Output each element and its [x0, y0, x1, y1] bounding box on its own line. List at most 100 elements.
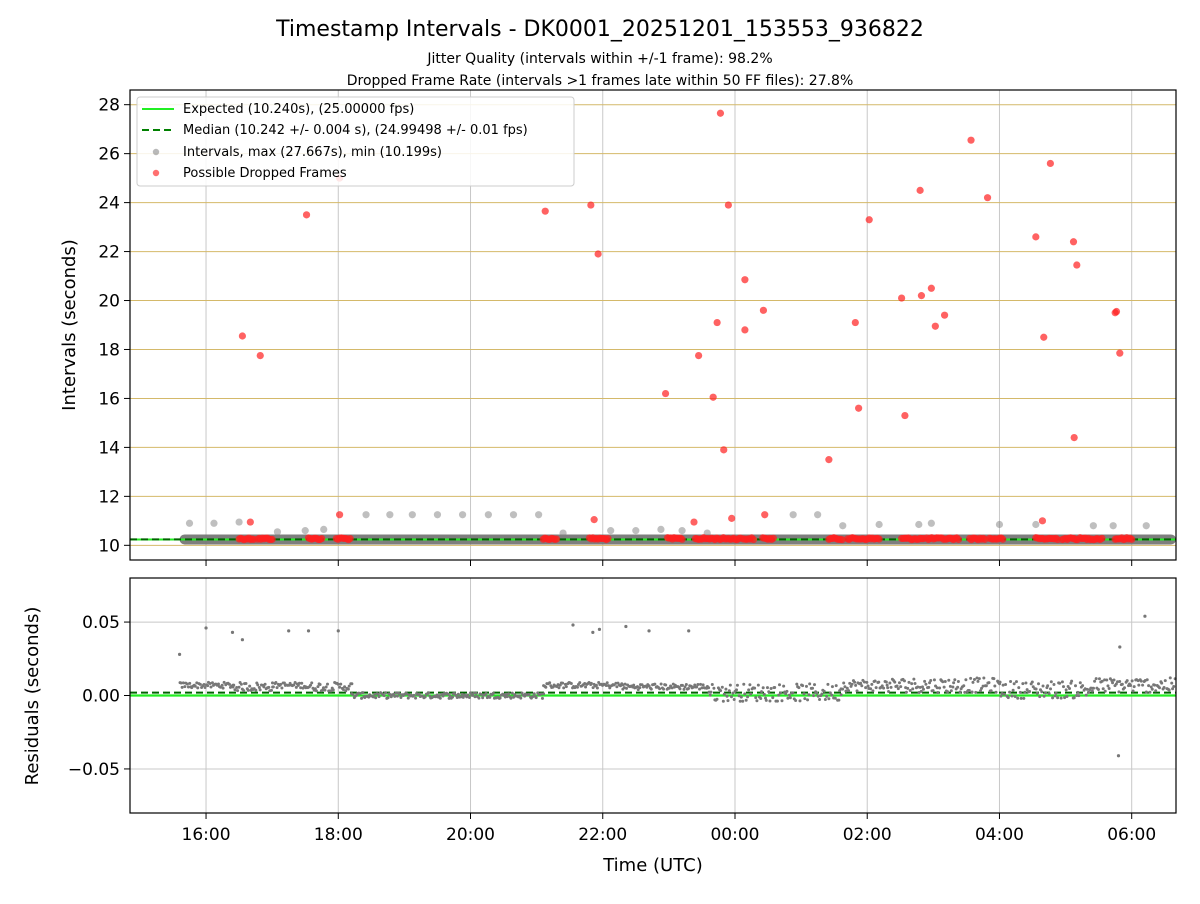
- residual-point: [1040, 690, 1043, 693]
- residual-point: [951, 686, 954, 689]
- residual-point: [730, 695, 733, 698]
- residual-point: [716, 698, 719, 701]
- residual-point: [519, 697, 522, 700]
- residual-point: [232, 684, 235, 687]
- residual-point: [777, 694, 780, 697]
- residual-point: [1042, 685, 1045, 688]
- residual-point: [985, 684, 988, 687]
- residual-point: [1079, 681, 1082, 684]
- residual-point: [248, 685, 251, 688]
- residual-point: [1091, 690, 1094, 693]
- residual-point: [909, 689, 912, 692]
- residual-point: [1043, 695, 1046, 698]
- residual-point: [1009, 680, 1012, 683]
- residual-point: [1092, 687, 1095, 690]
- residual-point: [412, 694, 415, 697]
- residual-point: [1003, 693, 1006, 696]
- chart-subtitle-jitter: Jitter Quality (intervals within +/-1 fr…: [426, 51, 772, 67]
- dropped-point: [1040, 334, 1047, 341]
- residual-point: [383, 694, 386, 697]
- dropped-point: [761, 511, 768, 518]
- residual-point: [823, 690, 826, 693]
- residual-point: [1154, 689, 1157, 692]
- residual-point: [1137, 684, 1140, 687]
- residual-point: [240, 683, 243, 686]
- residual-point: [270, 689, 273, 692]
- interval-point: [607, 527, 614, 534]
- residual-point: [1170, 682, 1173, 685]
- residual-point: [396, 695, 399, 698]
- residual-point: [247, 689, 250, 692]
- residual-point: [590, 682, 593, 685]
- residual-point: [770, 687, 773, 690]
- residual-point: [773, 686, 776, 689]
- residual-point: [1105, 679, 1108, 682]
- residual-point: [1023, 691, 1026, 694]
- residual-point: [1121, 683, 1124, 686]
- residual-point: [724, 688, 727, 691]
- residual-point: [276, 686, 279, 689]
- residual-point: [1146, 678, 1149, 681]
- dropped-point: [932, 323, 939, 330]
- residual-point: [760, 690, 763, 693]
- interval-point: [814, 511, 821, 518]
- dropped-point: [247, 518, 254, 525]
- residual-point: [854, 684, 857, 687]
- top-y-axis-label: Intervals (seconds): [59, 239, 80, 411]
- dropped-cluster-point: [770, 535, 777, 542]
- interval-point: [535, 511, 542, 518]
- dropped-point: [917, 187, 924, 194]
- residual-point: [803, 697, 806, 700]
- residual-point: [596, 686, 599, 689]
- residual-point: [957, 680, 960, 683]
- residual-point: [264, 683, 267, 686]
- residual-point: [194, 685, 197, 688]
- residual-point: [438, 694, 441, 697]
- residual-point: [789, 696, 792, 699]
- residual-point: [1058, 682, 1061, 685]
- residual-point: [541, 697, 544, 700]
- residual-point: [1022, 697, 1025, 700]
- residual-point: [632, 684, 635, 687]
- residual-point: [743, 692, 746, 695]
- residual-point: [439, 697, 442, 700]
- residual-point: [1172, 685, 1175, 688]
- residual-point: [765, 699, 768, 702]
- residual-point: [905, 691, 908, 694]
- residual-outlier-point: [647, 629, 650, 632]
- dropped-point: [866, 216, 873, 223]
- residual-point: [1087, 691, 1090, 694]
- residual-point: [993, 685, 996, 688]
- residual-point: [414, 697, 417, 700]
- interval-point: [434, 511, 441, 518]
- dropped-cluster-point: [955, 536, 962, 543]
- residual-point: [801, 684, 804, 687]
- residual-point: [576, 686, 579, 689]
- residual-point: [183, 685, 186, 688]
- residual-point: [1013, 682, 1016, 685]
- residual-point: [1051, 696, 1054, 699]
- residual-point: [204, 686, 207, 689]
- residual-point: [1132, 690, 1135, 693]
- residual-point: [780, 699, 783, 702]
- residual-point: [1028, 690, 1031, 693]
- legend-intervals-label: Intervals, max (27.667s), min (10.199s): [183, 145, 442, 160]
- residual-point: [1035, 688, 1038, 691]
- x-tick-label: 22:00: [578, 825, 627, 845]
- residual-outlier-point: [241, 638, 244, 641]
- residual-point: [860, 684, 863, 687]
- residual-point: [1148, 691, 1151, 694]
- residual-point: [841, 688, 844, 691]
- residual-point: [1004, 683, 1007, 686]
- residual-point: [351, 693, 354, 696]
- dropped-cluster-point: [318, 535, 325, 542]
- residual-point: [206, 684, 209, 687]
- residual-point: [595, 684, 598, 687]
- interval-point: [362, 511, 369, 518]
- residual-point: [812, 694, 815, 697]
- residual-point: [1021, 682, 1024, 685]
- residual-point: [477, 697, 480, 700]
- residual-point: [1007, 696, 1010, 699]
- interval-point: [1143, 522, 1150, 529]
- residual-point: [920, 690, 923, 693]
